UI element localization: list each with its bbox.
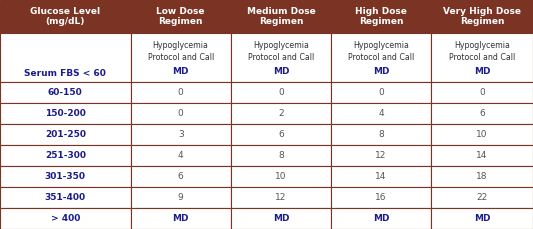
Text: 8: 8 — [278, 151, 284, 160]
Bar — [131, 124, 231, 145]
Text: MD: MD — [273, 67, 289, 76]
Text: 10: 10 — [275, 172, 287, 181]
Bar — [0, 124, 131, 145]
Bar — [0, 166, 131, 187]
Bar — [231, 33, 331, 82]
Text: Glucose Level
(mg/dL): Glucose Level (mg/dL) — [30, 7, 100, 26]
Text: 301-350: 301-350 — [45, 172, 86, 181]
Bar — [231, 145, 331, 166]
Text: 60-150: 60-150 — [48, 88, 83, 97]
Bar — [131, 208, 231, 229]
Text: 8: 8 — [378, 130, 384, 139]
Text: MD: MD — [474, 214, 490, 223]
Text: MD: MD — [373, 214, 389, 223]
Bar — [131, 145, 231, 166]
Bar — [331, 82, 431, 103]
Text: Very High Dose
Regimen: Very High Dose Regimen — [443, 7, 521, 26]
Bar — [231, 103, 331, 124]
Text: 10: 10 — [477, 130, 488, 139]
Text: Protocol and Call: Protocol and Call — [148, 53, 214, 62]
Bar — [331, 145, 431, 166]
Text: > 400: > 400 — [51, 214, 80, 223]
Bar — [331, 187, 431, 208]
Text: Protocol and Call: Protocol and Call — [449, 53, 515, 62]
Bar — [431, 145, 533, 166]
Text: 18: 18 — [477, 172, 488, 181]
Text: Protocol and Call: Protocol and Call — [348, 53, 414, 62]
Text: 351-400: 351-400 — [45, 193, 86, 202]
Bar — [431, 103, 533, 124]
Text: 14: 14 — [477, 151, 488, 160]
Bar — [331, 0, 431, 33]
Text: Hypoglycemia: Hypoglycemia — [454, 41, 510, 50]
Bar — [231, 187, 331, 208]
Text: Hypoglycemia: Hypoglycemia — [153, 41, 208, 50]
Bar — [0, 0, 131, 33]
Bar — [431, 208, 533, 229]
Bar — [231, 0, 331, 33]
Text: 0: 0 — [278, 88, 284, 97]
Bar — [131, 187, 231, 208]
Text: MD: MD — [173, 214, 189, 223]
Text: 6: 6 — [479, 109, 485, 118]
Text: 0: 0 — [178, 88, 183, 97]
Text: 201-250: 201-250 — [45, 130, 86, 139]
Bar — [331, 124, 431, 145]
Bar — [0, 103, 131, 124]
Bar — [431, 0, 533, 33]
Bar — [231, 82, 331, 103]
Text: 14: 14 — [375, 172, 387, 181]
Bar — [331, 103, 431, 124]
Text: High Dose
Regimen: High Dose Regimen — [355, 7, 407, 26]
Text: 0: 0 — [378, 88, 384, 97]
Bar — [231, 208, 331, 229]
Bar — [431, 82, 533, 103]
Text: 12: 12 — [375, 151, 387, 160]
Bar — [331, 208, 431, 229]
Text: 12: 12 — [275, 193, 287, 202]
Text: 6: 6 — [178, 172, 183, 181]
Bar — [0, 208, 131, 229]
Bar — [0, 145, 131, 166]
Text: 4: 4 — [378, 109, 384, 118]
Bar — [131, 82, 231, 103]
Text: Low Dose
Regimen: Low Dose Regimen — [157, 7, 205, 26]
Bar — [431, 33, 533, 82]
Text: 16: 16 — [375, 193, 387, 202]
Bar — [431, 166, 533, 187]
Text: Hypoglycemia: Hypoglycemia — [253, 41, 309, 50]
Bar — [0, 187, 131, 208]
Bar — [331, 166, 431, 187]
Text: MD: MD — [273, 214, 289, 223]
Bar — [231, 166, 331, 187]
Bar — [331, 33, 431, 82]
Text: 3: 3 — [178, 130, 183, 139]
Bar — [131, 166, 231, 187]
Text: 0: 0 — [479, 88, 485, 97]
Text: Medium Dose
Regimen: Medium Dose Regimen — [247, 7, 315, 26]
Text: MD: MD — [173, 67, 189, 76]
Bar — [431, 124, 533, 145]
Bar — [231, 124, 331, 145]
Text: 2: 2 — [278, 109, 284, 118]
Text: Serum FBS < 60: Serum FBS < 60 — [25, 69, 106, 78]
Text: Protocol and Call: Protocol and Call — [248, 53, 314, 62]
Text: 150-200: 150-200 — [45, 109, 86, 118]
Text: 6: 6 — [278, 130, 284, 139]
Text: 0: 0 — [178, 109, 183, 118]
Text: MD: MD — [474, 67, 490, 76]
Bar — [431, 187, 533, 208]
Text: MD: MD — [373, 67, 389, 76]
Text: 251-300: 251-300 — [45, 151, 86, 160]
Text: 9: 9 — [178, 193, 183, 202]
Bar — [0, 33, 131, 82]
Text: 22: 22 — [477, 193, 488, 202]
Text: Hypoglycemia: Hypoglycemia — [353, 41, 409, 50]
Bar — [131, 33, 231, 82]
Bar — [131, 0, 231, 33]
Text: 4: 4 — [178, 151, 183, 160]
Bar — [0, 82, 131, 103]
Bar — [131, 103, 231, 124]
